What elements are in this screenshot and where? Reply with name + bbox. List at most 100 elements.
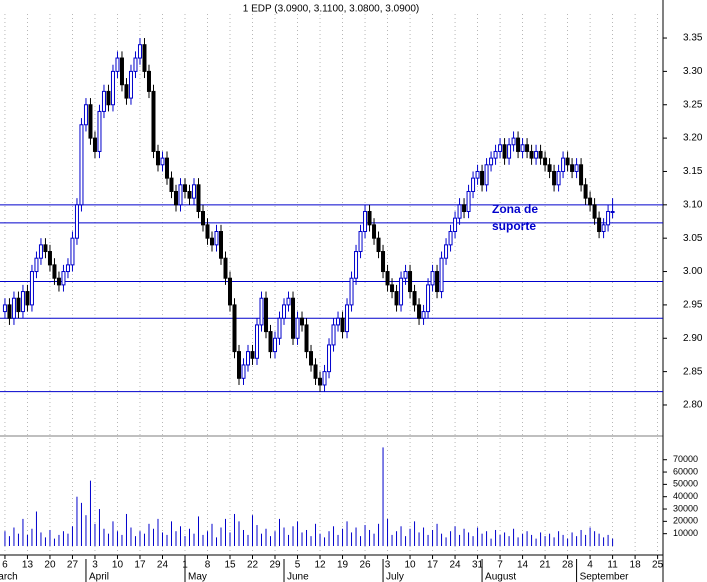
candle-body [529, 150, 534, 159]
candle-body [430, 271, 435, 286]
x-tick-label: 26 [359, 560, 371, 571]
y-tick-label: 3.35 [683, 33, 703, 44]
candle-body [498, 144, 503, 152]
candle-body [349, 277, 354, 306]
candle-body [462, 204, 467, 212]
candle-body [83, 104, 88, 126]
candle-body [29, 271, 34, 306]
candle-body [502, 144, 507, 159]
candle-body [417, 304, 422, 319]
x-tick-label: 29 [269, 560, 281, 571]
candle-body [246, 351, 251, 366]
month-label: July [386, 572, 404, 582]
candle-body [92, 137, 97, 152]
candle-body [56, 277, 61, 286]
candle-body [543, 157, 548, 166]
x-tick-label: 21 [540, 560, 552, 571]
candle-body [255, 324, 260, 359]
candle-body [340, 317, 345, 333]
candle-body [241, 364, 246, 379]
candle-body [237, 351, 242, 379]
y-tick-label: 3.00 [683, 266, 703, 277]
candle-body [453, 217, 458, 233]
candle-body [97, 110, 102, 152]
candle-body [331, 324, 336, 346]
candle-body [43, 244, 48, 253]
candle-body [322, 371, 327, 386]
candle-body [273, 337, 278, 353]
candle-body [421, 311, 426, 319]
x-tick-label: 17 [427, 560, 439, 571]
candle-body [556, 170, 561, 186]
candle-body [250, 351, 255, 359]
candle-body [277, 317, 282, 339]
candle-body [538, 150, 543, 159]
candle-body [295, 317, 300, 339]
month-label: April [89, 572, 109, 582]
candle-body [119, 57, 124, 86]
candle-body [124, 84, 129, 99]
candle-body [142, 44, 147, 72]
y-tick-label: 3.25 [683, 99, 703, 110]
candle-body [583, 184, 588, 199]
x-tick-label: 12 [314, 560, 326, 571]
candle-body [2, 304, 7, 313]
x-tick-label: 19 [337, 560, 349, 571]
candle-body [16, 297, 21, 313]
candle-body [367, 210, 372, 226]
candle-body [313, 364, 318, 379]
x-tick-label: 25 [652, 560, 664, 571]
candle-body [381, 251, 386, 273]
candle-body [489, 157, 494, 166]
y-tick-label: 3.05 [683, 233, 703, 244]
candle-body [11, 297, 16, 319]
candle-body [516, 137, 521, 152]
x-tick-label: 27 [67, 560, 79, 571]
y-tick-label: 2.85 [683, 366, 703, 377]
candle-body [286, 297, 291, 306]
candle-body [372, 224, 377, 239]
candle-body [209, 237, 214, 246]
candle-body [318, 377, 323, 386]
candle-body [115, 57, 120, 72]
candle-body [173, 190, 178, 206]
candle-body [128, 70, 133, 99]
candle-body [597, 217, 602, 233]
volume-tick-label: 10000 [673, 528, 698, 538]
candle-body [182, 184, 187, 192]
candle-body [493, 150, 498, 159]
chart-title: 1 EDP (3.0900, 3.1100, 3.0800, 3.0900) [243, 4, 419, 15]
candle-body [61, 271, 66, 286]
candle-body [223, 257, 228, 279]
month-label: May [188, 572, 207, 582]
x-tick-label: 7 [497, 560, 503, 571]
x-tick-label: 22 [247, 560, 259, 571]
candle-body [525, 144, 530, 152]
candle-body [196, 184, 201, 212]
y-tick-label: 2.95 [683, 300, 703, 311]
candle-body [110, 70, 115, 106]
x-tick-label: 24 [449, 560, 461, 571]
candle-body [178, 184, 183, 206]
candle-body [480, 170, 485, 186]
candle-body [520, 144, 525, 152]
candle-body [435, 271, 440, 293]
candle-body [155, 150, 160, 166]
candle-body [38, 244, 43, 259]
candle-body [511, 137, 516, 146]
candle-body [354, 251, 359, 279]
volume-tick-label: 20000 [673, 516, 698, 526]
y-tick-label: 3.10 [683, 199, 703, 210]
candle-body [547, 164, 552, 172]
y-tick-label: 3.15 [683, 166, 703, 177]
candle-body [146, 70, 151, 92]
candle-body [534, 150, 539, 159]
candle-body [426, 284, 431, 313]
candle-body [471, 177, 476, 192]
x-tick-label: 11 [607, 560, 618, 571]
candle-body [565, 157, 570, 166]
annotation: suporte [492, 219, 536, 233]
candle-body [579, 164, 584, 186]
candle-body [187, 190, 192, 199]
